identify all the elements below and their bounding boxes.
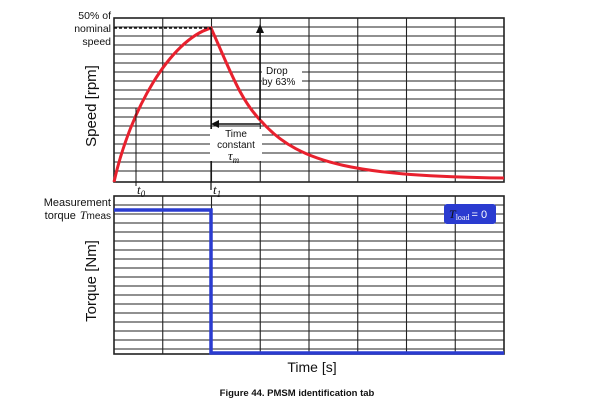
speed-curve — [112, 26, 505, 183]
torque-meas-label: torque Tmeas — [45, 208, 111, 222]
torque-grid — [114, 196, 504, 354]
speed-ref-label-line2: nominal — [74, 23, 111, 35]
tau-m-label: τm — [228, 148, 240, 165]
t1-label: t1 — [213, 182, 221, 199]
tload-label: Tload = 0 — [449, 207, 487, 222]
time-constant-label-line1: Time — [225, 129, 247, 140]
speed-plot-frame — [113, 17, 505, 183]
speed-grid — [114, 18, 504, 182]
time-constant-label-line2: constant — [217, 140, 255, 151]
time-constant-arrowhead-left — [211, 120, 219, 128]
speed-ref-label-line1: 50% of — [78, 10, 111, 22]
tload-badge — [444, 204, 496, 224]
time-constant-label-bg — [210, 129, 262, 161]
drop-label-line1: Drop — [266, 66, 288, 77]
t0-label: t0 — [137, 182, 146, 199]
torque-step-line — [114, 208, 504, 355]
speed-ref-label-line3: speed — [82, 36, 111, 48]
measurement-label: Measurement — [44, 197, 111, 209]
drop-label-line2: by 63% — [262, 77, 295, 88]
drop-arrowhead-up — [256, 24, 264, 33]
figure-caption: Figure 44. PMSM identification tab — [219, 388, 375, 399]
speed-axis-label: Speed [rpm] — [83, 65, 100, 147]
torque-axis-label: Torque [Nm] — [83, 240, 100, 322]
time-axis-label: Time [s] — [287, 359, 336, 375]
drop-label-bg — [262, 64, 302, 88]
